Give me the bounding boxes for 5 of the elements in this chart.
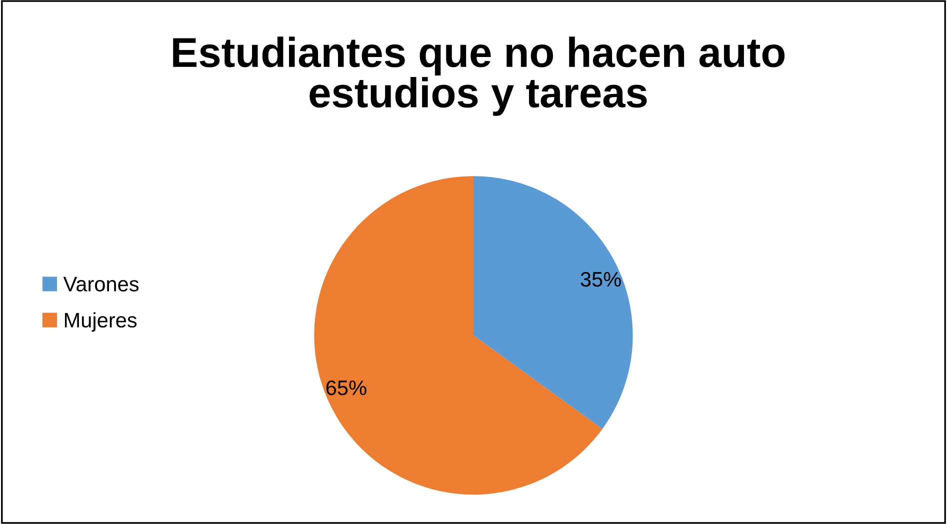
data-label: 35% bbox=[580, 272, 621, 287]
data-label: 65% bbox=[326, 380, 366, 396]
legend-label: Varones bbox=[63, 276, 139, 292]
legend-label: Mujeres bbox=[64, 312, 137, 332]
chart-title: Estudiantes que no hacen auto estudios y tareas bbox=[173, 36, 785, 116]
